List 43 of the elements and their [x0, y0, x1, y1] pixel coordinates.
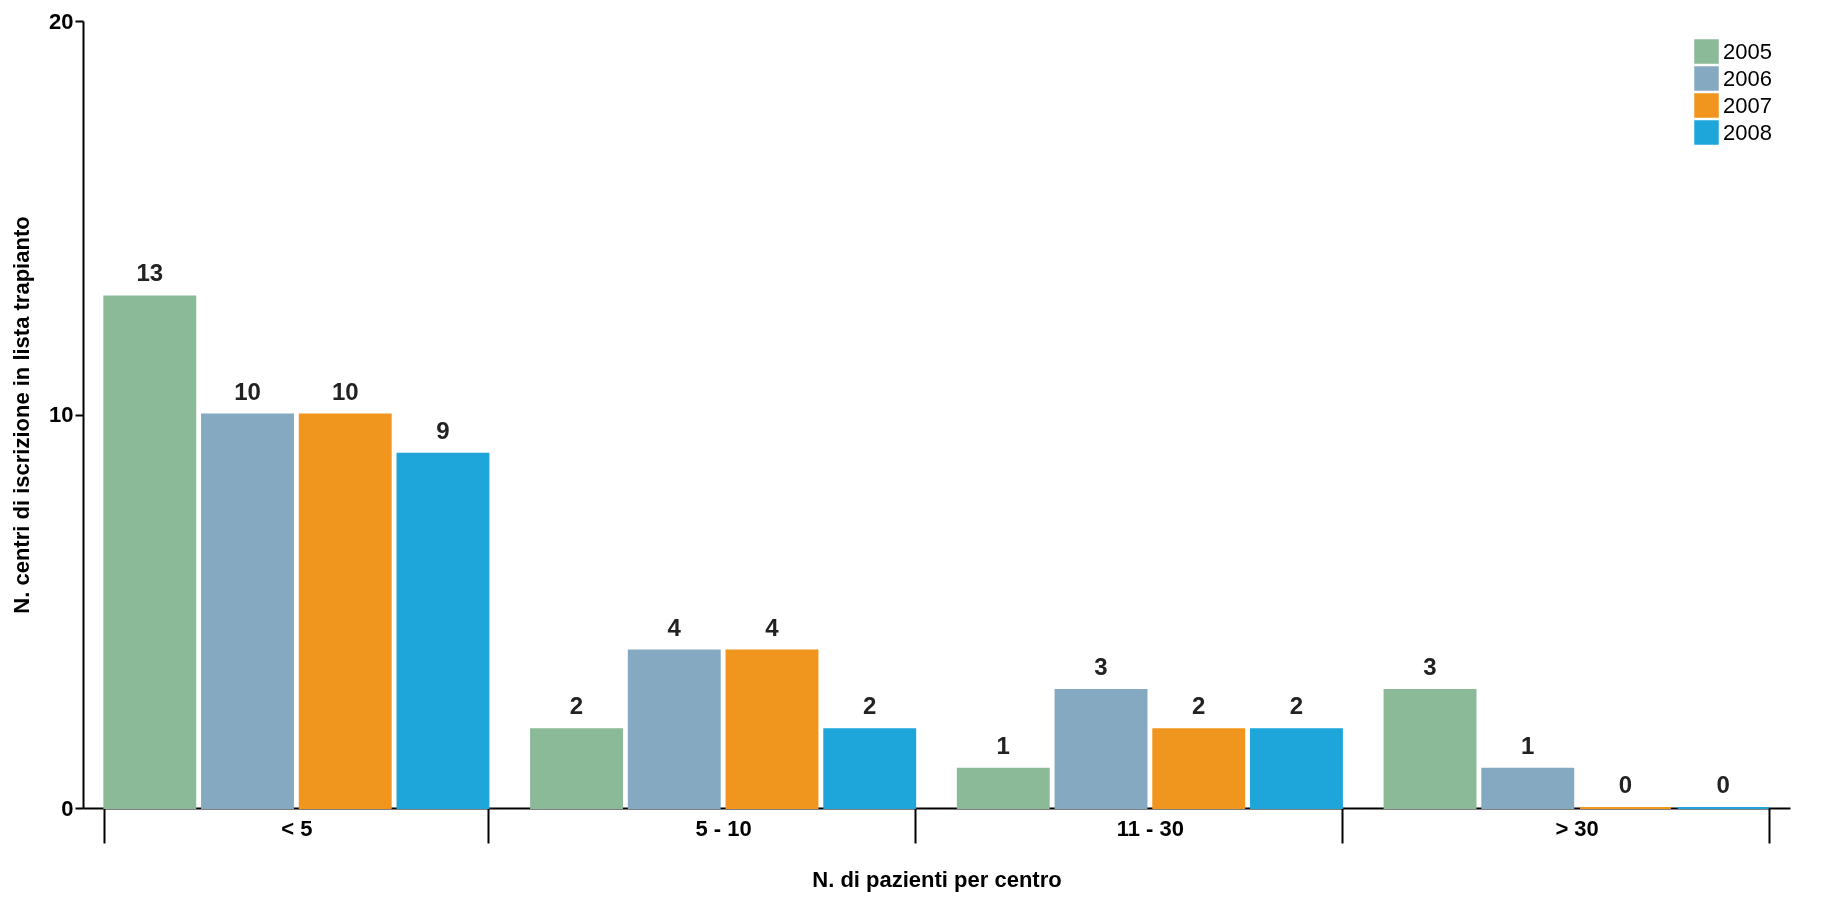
data-label: 4 — [667, 613, 682, 641]
bar — [530, 728, 623, 809]
data-label: 2 — [569, 692, 584, 720]
data-label: 3 — [1094, 652, 1108, 680]
y-axis-title: N. centri di iscrizione in lista trapianto — [9, 216, 35, 614]
x-tick-label: > 30 — [1555, 815, 1599, 841]
bar — [1383, 688, 1477, 809]
data-label: 10 — [234, 377, 261, 405]
data-label: 1 — [996, 731, 1010, 759]
y-tick-label: 0 — [61, 795, 74, 821]
data-label: 2 — [1289, 692, 1304, 720]
data-label: 1 — [1521, 731, 1535, 759]
x-axis-title: N. di pazienti per centro — [812, 866, 1062, 892]
bar — [1152, 728, 1246, 809]
bar — [725, 649, 819, 809]
bar — [1054, 688, 1148, 809]
legend-label: 2005 — [1723, 38, 1772, 64]
bar — [1481, 767, 1575, 809]
data-label: 0 — [1716, 771, 1730, 798]
data-label: 2 — [1192, 692, 1206, 720]
legend-label: 2007 — [1723, 92, 1772, 118]
bar — [956, 767, 1050, 809]
bar — [103, 295, 197, 809]
data-label: 4 — [765, 613, 780, 641]
data-label: 10 — [331, 377, 359, 405]
data-label: 9 — [436, 416, 450, 444]
x-tick-label: 5 - 10 — [695, 815, 752, 841]
bar — [627, 649, 721, 809]
legend-label: 2006 — [1723, 65, 1772, 91]
bar — [201, 413, 294, 809]
data-label: 0 — [1618, 771, 1633, 798]
bar — [396, 452, 490, 809]
data-label: 3 — [1423, 652, 1437, 680]
legend-label: 2008 — [1723, 119, 1772, 145]
y-tick-label: 10 — [49, 402, 74, 427]
y-tick-label: 20 — [49, 8, 74, 34]
data-label: 13 — [136, 259, 164, 287]
x-tick-label: 11 - 30 — [1116, 815, 1185, 841]
bar — [823, 728, 917, 809]
bar — [298, 413, 392, 809]
bar — [1250, 728, 1343, 809]
data-label: 2 — [863, 692, 877, 720]
x-tick-label: < 5 — [281, 815, 313, 841]
